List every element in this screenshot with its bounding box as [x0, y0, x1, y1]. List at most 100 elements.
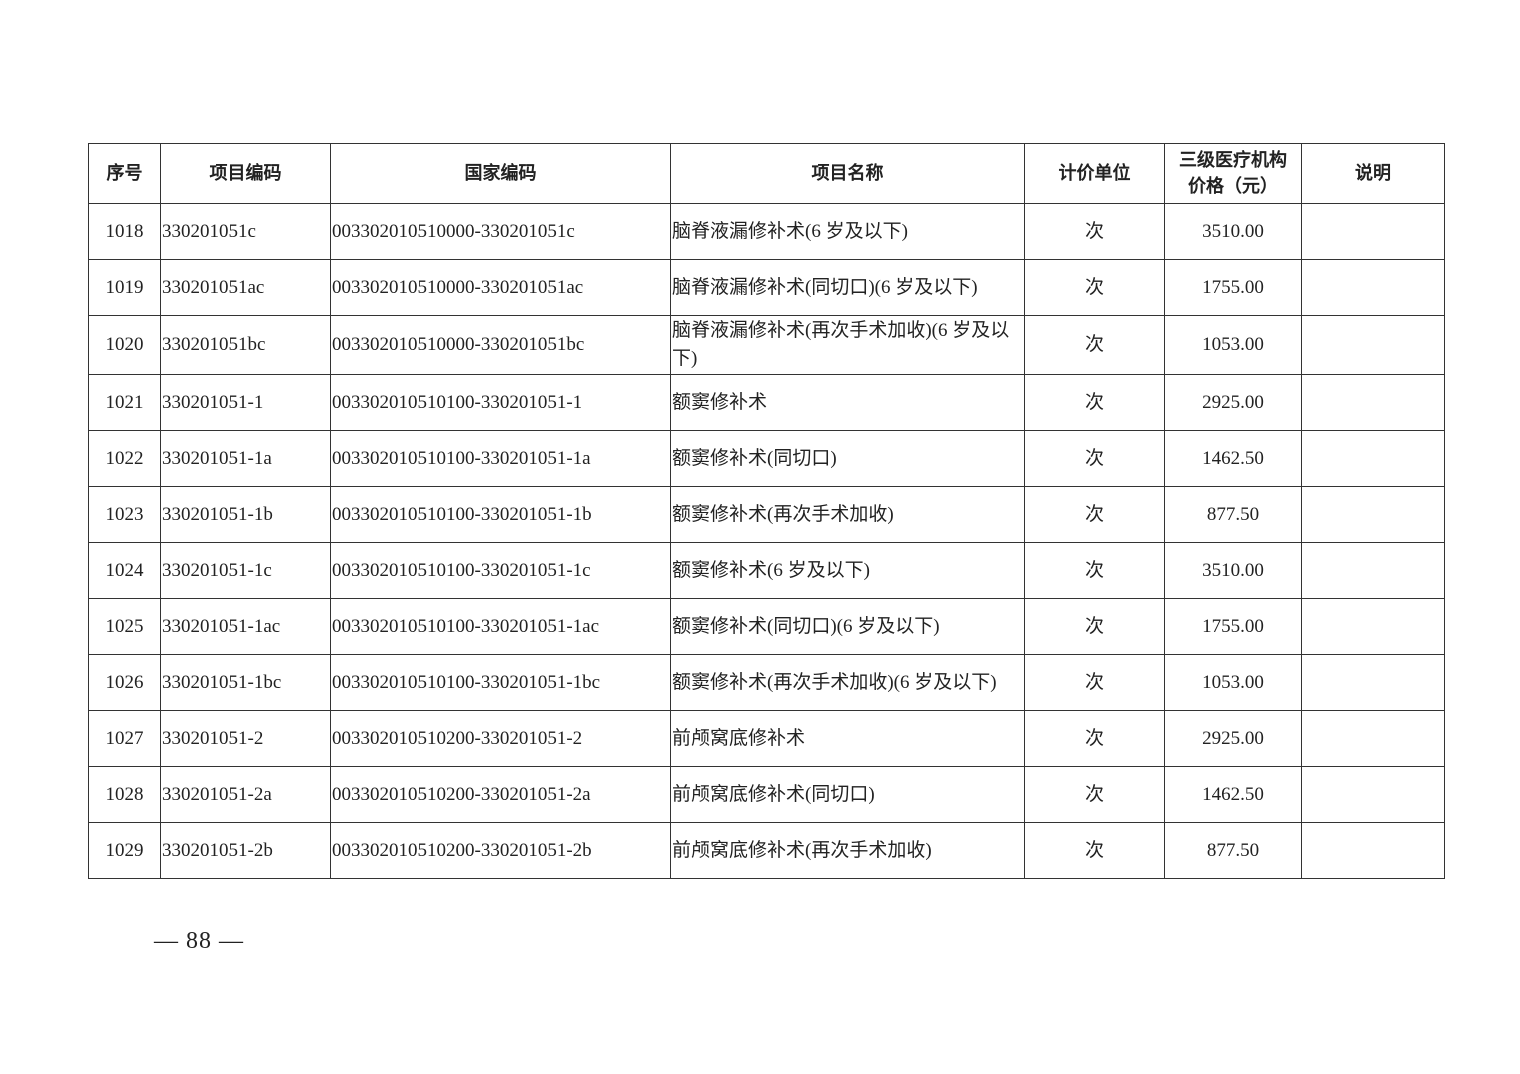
row-unit: 次: [1024, 654, 1165, 711]
table-row: 1021 330201051-1 003302010510100-330201051…: [88, 374, 1445, 431]
row-price: 3510.00: [1164, 203, 1302, 260]
row-name: 额窦修补术(同切口): [670, 430, 1025, 487]
row-note: [1301, 430, 1445, 487]
row-price: 2925.00: [1164, 374, 1302, 431]
row-note: [1301, 542, 1445, 599]
row-name: 前颅窝底修补术(同切口): [670, 766, 1025, 823]
row-code: 330201051-2: [160, 710, 331, 767]
row-code: 330201051-1: [160, 374, 331, 431]
header-price-line2: 价格（元）: [1188, 175, 1278, 197]
row-note: [1301, 259, 1445, 316]
row-note: [1301, 315, 1445, 375]
row-national-code: 003302010510100-330201051-1b: [330, 486, 671, 543]
row-unit: 次: [1024, 430, 1165, 487]
row-no: 1021: [88, 374, 161, 431]
row-no: 1022: [88, 430, 161, 487]
table-header-row: 序号 项目编码 国家编码 项目名称 计价单位 三级医疗机构 价格（元） 说明: [88, 143, 1445, 204]
row-name: 额窦修补术(再次手术加收)(6 岁及以下): [670, 654, 1025, 711]
row-name: 额窦修补术(6 岁及以下): [670, 542, 1025, 599]
row-no: 1019: [88, 259, 161, 316]
row-note: [1301, 598, 1445, 655]
table-row: 1028 330201051-2a 003302010510200-33020105…: [88, 766, 1445, 823]
row-code: 330201051-1bc: [160, 654, 331, 711]
table-row: 1023 330201051-1b 003302010510100-33020105…: [88, 486, 1445, 543]
row-price: 1053.00: [1164, 654, 1302, 711]
row-name: 额窦修补术: [670, 374, 1025, 431]
header-unit: 计价单位: [1024, 143, 1165, 204]
row-price: 877.50: [1164, 486, 1302, 543]
table-row: 1027 330201051-2 003302010510200-330201051…: [88, 710, 1445, 767]
header-no: 序号: [88, 143, 161, 204]
row-unit: 次: [1024, 542, 1165, 599]
row-note: [1301, 486, 1445, 543]
header-price-line1: 三级医疗机构: [1179, 149, 1287, 171]
row-name: 额窦修补术(再次手术加收): [670, 486, 1025, 543]
row-code: 330201051c: [160, 203, 331, 260]
table-row: 1029 330201051-2b 003302010510200-33020105…: [88, 822, 1445, 879]
row-no: 1028: [88, 766, 161, 823]
row-note: [1301, 822, 1445, 879]
row-national-code: 003302010510200-330201051-2: [330, 710, 671, 767]
row-no: 1029: [88, 822, 161, 879]
row-code: 330201051-1c: [160, 542, 331, 599]
row-national-code: 003302010510000-330201051ac: [330, 259, 671, 316]
row-no: 1027: [88, 710, 161, 767]
row-national-code: 003302010510100-330201051-1bc: [330, 654, 671, 711]
row-code: 330201051-1b: [160, 486, 331, 543]
row-note: [1301, 766, 1445, 823]
row-no: 1024: [88, 542, 161, 599]
row-unit: 次: [1024, 486, 1165, 543]
header-name: 项目名称: [670, 143, 1025, 204]
row-unit: 次: [1024, 598, 1165, 655]
row-price: 1053.00: [1164, 315, 1302, 375]
header-national-code: 国家编码: [330, 143, 671, 204]
table-row: 1025 330201051-1ac 003302010510100-3302010…: [88, 598, 1445, 655]
row-price: 1462.50: [1164, 430, 1302, 487]
row-unit: 次: [1024, 766, 1165, 823]
row-note: [1301, 374, 1445, 431]
header-note: 说明: [1301, 143, 1445, 204]
row-unit: 次: [1024, 374, 1165, 431]
row-national-code: 003302010510200-330201051-2a: [330, 766, 671, 823]
table-row: 1020 330201051bc 003302010510000-330201051…: [88, 315, 1445, 375]
row-name: 前颅窝底修补术(再次手术加收): [670, 822, 1025, 879]
row-price: 1462.50: [1164, 766, 1302, 823]
row-national-code: 003302010510100-330201051-1: [330, 374, 671, 431]
table-row: 1022 330201051-1a 003302010510100-33020105…: [88, 430, 1445, 487]
row-price: 3510.00: [1164, 542, 1302, 599]
row-note: [1301, 203, 1445, 260]
row-price: 877.50: [1164, 822, 1302, 879]
row-name: 脑脊液漏修补术(6 岁及以下): [670, 203, 1025, 260]
table-row: 1026 330201051-1bc 003302010510100-3302010…: [88, 654, 1445, 711]
row-price: 1755.00: [1164, 598, 1302, 655]
row-no: 1020: [88, 315, 161, 375]
row-code: 330201051ac: [160, 259, 331, 316]
header-price: 三级医疗机构 价格（元）: [1164, 143, 1302, 204]
row-code: 330201051-2b: [160, 822, 331, 879]
row-unit: 次: [1024, 710, 1165, 767]
row-national-code: 003302010510100-330201051-1ac: [330, 598, 671, 655]
row-unit: 次: [1024, 822, 1165, 879]
row-name: 脑脊液漏修补术(再次手术加收)(6 岁及以下): [670, 315, 1025, 375]
row-no: 1026: [88, 654, 161, 711]
row-unit: 次: [1024, 259, 1165, 316]
row-code: 330201051-2a: [160, 766, 331, 823]
table-row: 1018 330201051c 003302010510000-330201051c…: [88, 203, 1445, 260]
price-table: 序号 项目编码 国家编码 项目名称 计价单位 三级医疗机构 价格（元） 说明 10…: [88, 143, 1445, 879]
row-no: 1023: [88, 486, 161, 543]
row-national-code: 003302010510100-330201051-1c: [330, 542, 671, 599]
row-note: [1301, 710, 1445, 767]
row-price: 1755.00: [1164, 259, 1302, 316]
row-name: 脑脊液漏修补术(同切口)(6 岁及以下): [670, 259, 1025, 316]
row-national-code: 003302010510100-330201051-1a: [330, 430, 671, 487]
row-no: 1025: [88, 598, 161, 655]
row-national-code: 003302010510000-330201051c: [330, 203, 671, 260]
row-unit: 次: [1024, 203, 1165, 260]
row-unit: 次: [1024, 315, 1165, 375]
row-code: 330201051-1a: [160, 430, 331, 487]
row-code: 330201051bc: [160, 315, 331, 375]
page-number: — 88 —: [154, 928, 244, 954]
row-name: 额窦修补术(同切口)(6 岁及以下): [670, 598, 1025, 655]
row-price: 2925.00: [1164, 710, 1302, 767]
table-row: 1019 330201051ac 003302010510000-330201051…: [88, 259, 1445, 316]
